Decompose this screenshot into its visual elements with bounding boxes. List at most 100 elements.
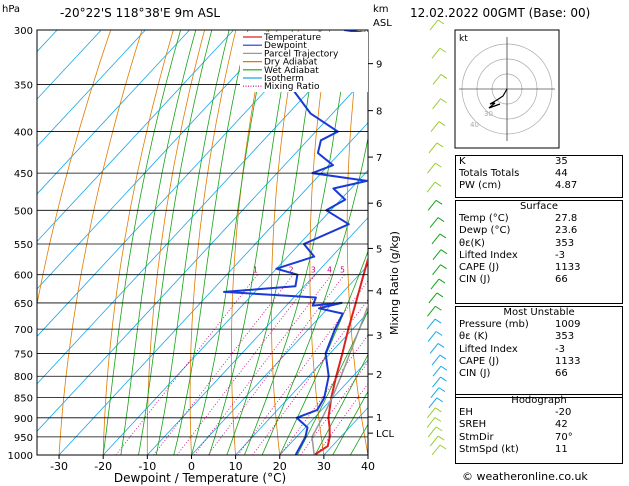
wind-barb [426, 305, 436, 317]
wind-barb [431, 47, 441, 59]
temp-tick-label: 10 [229, 460, 243, 473]
mixing-ratio-line [300, 361, 368, 455]
km-label: km [373, 4, 389, 15]
wind-barb-flag [440, 98, 447, 104]
dewpoint-profile [223, 30, 368, 455]
wind-barb-flag [434, 318, 442, 324]
pressure-tick-label: 800 [14, 372, 33, 383]
row-label: K [459, 156, 466, 167]
table-row: Dewp (°C) 23.6 [456, 225, 622, 237]
table-row: SREH 42 [456, 419, 622, 431]
table-row: Pressure (mb) 1009 [456, 319, 622, 331]
mixing-ratio-label: 2 [289, 266, 294, 275]
asl-label: ASL [373, 18, 392, 29]
row-label: θε (K) [459, 331, 489, 343]
km-tick-label: 6 [376, 199, 382, 210]
table-row: CIN (J) 66 [456, 274, 622, 286]
wind-barb [428, 397, 438, 409]
wind-barb-flag [439, 47, 447, 53]
legend-label: Mixing Ratio [264, 82, 320, 92]
legend-label: Dry Adiabat [264, 58, 318, 68]
row-value: 353 [555, 237, 575, 249]
wind-barb-flag [437, 217, 445, 222]
isotherm-line [191, 264, 368, 455]
wind-barb-flag [440, 73, 448, 79]
isotherm-line [235, 312, 368, 455]
mixing-ratio-line [279, 334, 368, 455]
temp-tick-label: 40 [361, 460, 375, 473]
table-row: StmDir 70° [456, 432, 622, 444]
row-label: EH [459, 407, 473, 419]
isotherm-line [147, 217, 368, 455]
row-value: 353 [555, 331, 575, 343]
wind-barb-flag [439, 233, 447, 239]
isotherm-line [58, 122, 368, 455]
wind-barb [427, 200, 437, 211]
isotherm-line [279, 359, 368, 455]
pressure-tick-label: 900 [14, 414, 33, 425]
row-label: Lifted Index [459, 343, 518, 355]
wind-barb-flag [436, 397, 444, 403]
wind-barb-flag [438, 121, 446, 126]
temp-tick-label: -30 [50, 460, 68, 473]
isotherm-line [37, 74, 368, 432]
row-value: 70° [555, 431, 573, 443]
temp-tick-label: 20 [273, 460, 287, 473]
wind-barb-flag [439, 354, 447, 360]
wind-barb-flag [434, 417, 442, 422]
wind-barb-flag [437, 19, 445, 25]
km-tick-label: 2 [376, 370, 382, 381]
isotherm-line [37, 30, 367, 385]
wind-barb-flag [436, 142, 444, 148]
mixing-ratio-label: 1 [253, 266, 258, 275]
wind-barb-flag [438, 278, 446, 284]
km-tick-label: 8 [376, 107, 382, 118]
row-value: 66 [555, 274, 568, 286]
mixing-ratio-line [193, 274, 332, 455]
row-label: Totals Totals [459, 168, 520, 180]
wind-barb [429, 343, 439, 354]
wind-barb-flag [435, 426, 443, 432]
indices-panel: K 35 Totals Totals 44 PW (cm) 4.87 [455, 155, 623, 198]
table-row: StmSpd (kt) 11 [456, 444, 622, 456]
table-row: CAPE (J) 1133 [456, 262, 622, 274]
wind-barb [430, 121, 440, 132]
row-value: 27.8 [555, 213, 578, 225]
temp-tick-label: -20 [94, 460, 112, 473]
dry-adiabat-line [418, 30, 456, 455]
wind-barb [430, 387, 440, 398]
row-label: StmDir [459, 431, 494, 443]
hpa-label: hPa [2, 4, 20, 15]
date-title: 12.02.2022 00GMT (Base: 00) [410, 6, 591, 20]
row-label: CIN (J) [459, 367, 491, 379]
isotherm-line [37, 30, 234, 243]
hodograph-ring-label: 30 [484, 110, 493, 118]
mixing-ratio-axis-label: Mixing Ratio (g/kg) [388, 231, 401, 335]
row-label: CAPE (J) [459, 355, 500, 367]
km-tick-label: 5 [376, 244, 382, 255]
wind-barb [432, 74, 442, 85]
row-value: 1009 [555, 319, 581, 331]
wind-barb [428, 142, 438, 154]
wind-barb [428, 292, 438, 304]
hodograph-ring-label: 40 [470, 121, 479, 129]
row-label: Lifted Index [459, 249, 518, 261]
row-label: Pressure (mb) [459, 319, 529, 331]
wind-barb-flag [440, 264, 447, 270]
pressure-tick-label: 850 [14, 394, 33, 405]
legend-label: Wet Adiabat [264, 66, 319, 76]
legend-label: Isotherm [264, 74, 304, 84]
dry-adiabat-line [231, 30, 268, 455]
row-value: -3 [555, 343, 565, 355]
isotherm-line [37, 30, 279, 290]
table-row: CAPE (J) 1133 [456, 356, 622, 368]
row-value: 66 [555, 367, 568, 379]
row-value: 1133 [555, 261, 581, 273]
isotherm-line [37, 30, 146, 148]
pressure-tick-label: 750 [14, 349, 33, 360]
location-title: -20°22'S 118°38'E 9m ASL [60, 6, 220, 20]
surface-panel: Surface Temp (°C) 27.8 Dewp (°C) 23.6 θε(K) 3… [455, 200, 623, 304]
km-tick-label: 1 [376, 413, 382, 424]
pressure-tick-label: 500 [14, 206, 33, 217]
